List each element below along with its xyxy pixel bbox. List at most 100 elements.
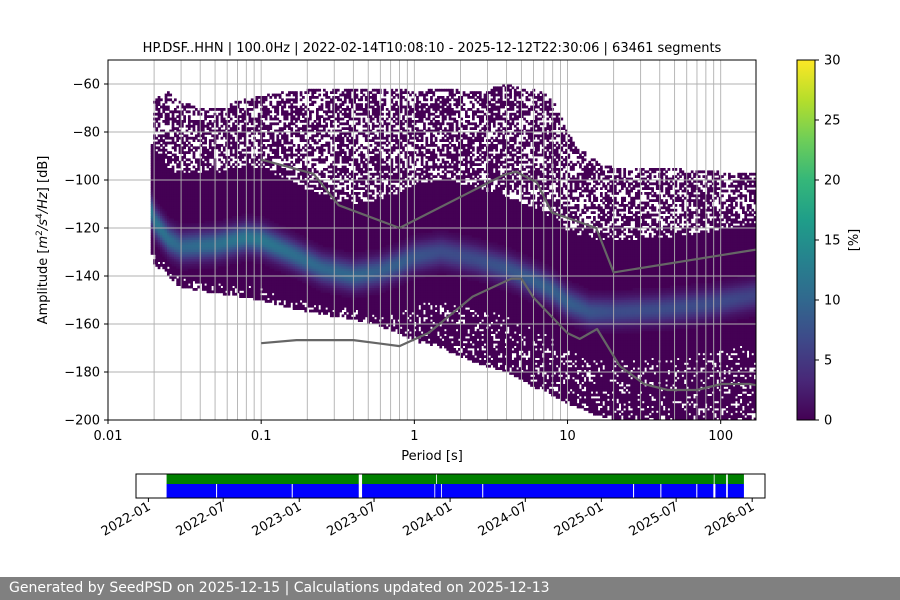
density-cell: [215, 278, 219, 282]
density-cell: [171, 120, 175, 123]
density-cell: [199, 228, 203, 231]
density-cell: [157, 148, 161, 152]
density-cell: [306, 201, 310, 205]
density-cell: [215, 182, 219, 186]
density-cell: [197, 201, 200, 205]
density-cell: [241, 112, 245, 116]
density-cell: [255, 280, 259, 284]
density-cell: [164, 213, 168, 217]
density-cell: [227, 194, 231, 198]
density-cell: [248, 172, 252, 176]
density-cell: [267, 172, 270, 176]
density-cell: [262, 297, 266, 301]
density-cell: [208, 254, 212, 258]
density-cell: [290, 235, 294, 238]
density-cell: [285, 156, 289, 159]
density-cell: [220, 268, 224, 272]
density-cell: [236, 103, 240, 106]
density-cell: [197, 196, 200, 200]
density-cell: [267, 180, 270, 183]
density-cell: [248, 206, 252, 210]
density-cell: [185, 204, 189, 207]
density-cell: [248, 264, 252, 267]
density-cell: [164, 199, 168, 202]
density-cell: [255, 177, 259, 181]
density-cell: [246, 225, 249, 229]
density-cell: [206, 264, 210, 267]
density-cell: [211, 182, 214, 186]
density-cell: [211, 187, 214, 190]
density-cell: [162, 192, 166, 195]
density-cell: [255, 268, 259, 272]
density-cell: [269, 163, 273, 166]
density-cell: [262, 268, 266, 272]
density-cell: [320, 307, 324, 310]
density-cell: [290, 153, 294, 157]
density-cell: [178, 189, 182, 193]
density-cell: [234, 218, 238, 222]
density-cell: [162, 194, 166, 198]
density-cell: [246, 156, 249, 159]
density-cell: [206, 256, 210, 260]
density-cell: [271, 134, 275, 138]
density-cell: [250, 249, 254, 253]
density-cell: [288, 187, 291, 190]
density-cell: [278, 259, 282, 262]
density-cell: [155, 151, 159, 154]
density-cell: [150, 216, 154, 219]
density-cell: [234, 182, 238, 186]
density-cell: [169, 204, 173, 207]
density-cell: [322, 232, 326, 236]
density-cell: [257, 141, 261, 145]
density-cell: [194, 261, 198, 265]
density-cell: [236, 196, 240, 200]
density-cell: [315, 180, 319, 183]
density-cell: [218, 252, 221, 255]
density-cell: [199, 144, 203, 147]
density-cell: [194, 182, 198, 186]
density-cell: [218, 168, 221, 171]
density-cell: [311, 244, 315, 248]
density-cell: [236, 192, 240, 195]
density-cell: [157, 264, 161, 267]
density-cell: [243, 172, 247, 176]
density-cell: [173, 158, 177, 162]
density-cell: [169, 187, 173, 190]
density-cell: [187, 218, 191, 222]
density-cell: [285, 302, 289, 306]
density-cell: [201, 129, 205, 133]
density-cell: [155, 235, 159, 238]
density-cell: [176, 273, 180, 277]
density-cell: [192, 276, 196, 279]
density-cell: [276, 112, 280, 116]
density-cell: [190, 264, 194, 267]
density-cell: [173, 204, 177, 207]
density-cell: [185, 206, 189, 210]
density-cell: [243, 259, 247, 262]
density-cell: [267, 264, 270, 267]
density-cell: [218, 158, 221, 162]
density-cell: [171, 129, 175, 133]
density-cell: [320, 254, 324, 258]
density-cell: [227, 216, 231, 219]
density-cell: [160, 187, 163, 190]
density-cell: [297, 266, 301, 270]
density-cell: [190, 184, 194, 188]
density-cell: [295, 223, 298, 226]
density-cell: [197, 237, 200, 241]
density-cell: [227, 170, 231, 174]
density-cell: [157, 199, 161, 202]
density-cell: [204, 196, 207, 200]
density-cell: [160, 170, 163, 174]
density-cell: [150, 206, 154, 210]
density-cell: [257, 201, 261, 205]
density-cell: [206, 192, 210, 195]
density-cell: [166, 180, 170, 183]
density-cell: [313, 187, 317, 190]
density-cell: [318, 206, 322, 210]
density-cell: [276, 168, 280, 171]
density-cell: [320, 266, 324, 270]
density-cell: [166, 192, 170, 195]
density-cell: [178, 115, 182, 118]
density-cell: [173, 189, 177, 193]
